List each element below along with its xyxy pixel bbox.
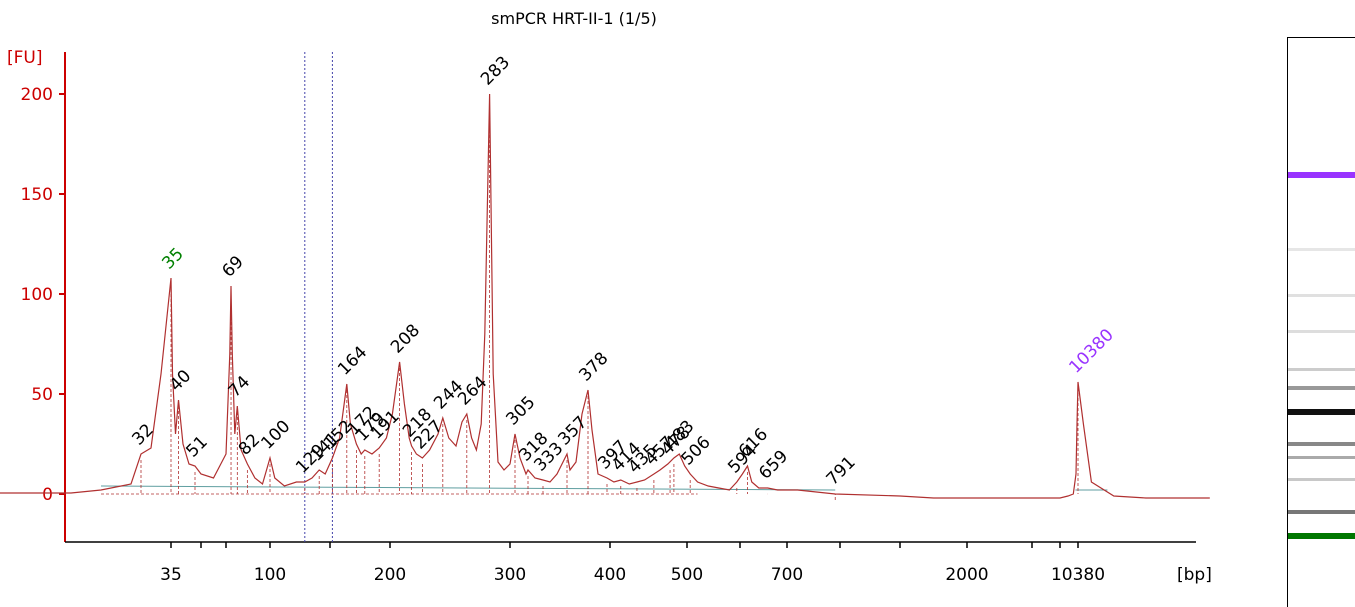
peak-label: 32 xyxy=(128,420,157,449)
y-tick-label: 50 xyxy=(31,385,53,405)
gel-band xyxy=(1288,442,1355,446)
x-tick-label: 400 xyxy=(594,565,626,585)
gel-band xyxy=(1288,294,1355,297)
y-tick-label: 200 xyxy=(21,85,53,105)
peak-label: 35 xyxy=(158,244,187,273)
x-tick-label: 500 xyxy=(671,565,703,585)
peak-label: 305 xyxy=(502,392,539,429)
gel-band xyxy=(1288,248,1355,251)
peak-label: 378 xyxy=(575,348,612,385)
x-tick-label: 300 xyxy=(494,565,526,585)
x-tick-label: 10380 xyxy=(1051,565,1105,585)
electropherogram-chart: smPCR HRT-II-1 (1/5) [FU] [bp] 0 50 100 150… xyxy=(0,9,1212,585)
x-tick-label: 2000 xyxy=(945,565,988,585)
gel-band xyxy=(1288,172,1355,178)
peak-label: 69 xyxy=(218,252,247,281)
x-tick-label: 100 xyxy=(254,565,286,585)
gel-lane xyxy=(1287,37,1355,607)
x-tick-label: 700 xyxy=(771,565,803,585)
gel-band xyxy=(1288,330,1355,333)
gel-band xyxy=(1288,368,1355,371)
chart-title: smPCR HRT-II-1 (1/5) xyxy=(491,9,657,28)
peak-label: 208 xyxy=(387,320,424,357)
gel-band xyxy=(1288,456,1355,459)
x-tick-label: 200 xyxy=(374,565,406,585)
peak-label: 283 xyxy=(477,52,514,89)
signal-trace xyxy=(0,93,1210,499)
y-tick-label: 100 xyxy=(21,285,53,305)
peak-label: 357 xyxy=(554,412,591,449)
peak-label: 264 xyxy=(454,372,491,409)
y-axis-label: [FU] xyxy=(7,48,43,68)
peak-label: 164 xyxy=(334,342,371,379)
y-tick-label: 150 xyxy=(21,185,53,205)
x-tick-label: 35 xyxy=(160,565,182,585)
x-axis-label: [bp] xyxy=(1177,565,1212,585)
baseline-line xyxy=(100,485,836,491)
peak-label: 100 xyxy=(257,416,294,453)
peak-label: 40 xyxy=(166,366,195,395)
gel-band xyxy=(1288,533,1355,539)
y-tick-label: 0 xyxy=(42,485,53,505)
peak-label: 10380 xyxy=(1065,325,1117,377)
gel-band xyxy=(1288,510,1355,514)
peak-label: 791 xyxy=(823,452,860,489)
gel-band xyxy=(1288,409,1355,415)
gel-band xyxy=(1288,386,1355,390)
peak-label: 659 xyxy=(755,446,792,483)
gel-band xyxy=(1288,478,1355,481)
